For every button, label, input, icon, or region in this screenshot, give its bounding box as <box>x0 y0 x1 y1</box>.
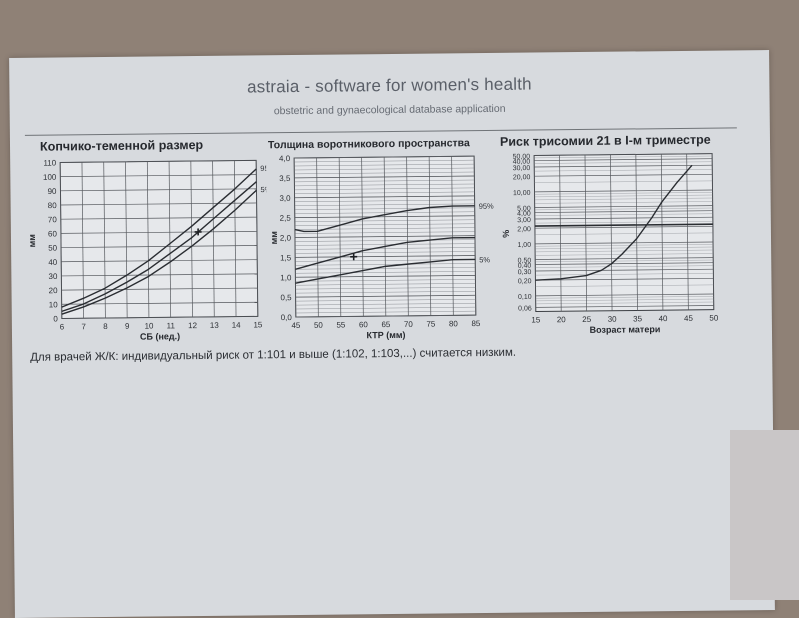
y-tick-label: 0,5 <box>280 293 292 302</box>
y-tick-label: 0,06 <box>518 305 532 312</box>
chart-title: Толщина воротникового пространства <box>268 137 470 151</box>
y-tick-label: 80 <box>48 201 58 210</box>
y-tick-label: 2,00 <box>517 226 531 233</box>
x-tick-label: 85 <box>471 319 481 328</box>
nuchal-translucency-chart: Толщина воротникового пространства0,00,5… <box>268 134 502 346</box>
y-tick-label: 2,5 <box>280 214 292 223</box>
x-tick-label: 30 <box>608 315 618 324</box>
y-tick-label: 20,00 <box>513 174 531 181</box>
footer-note: Для врачей Ж/К: индивидуальный риск от 1… <box>30 347 516 364</box>
y-tick-label: 70 <box>48 215 58 224</box>
shadow-region <box>730 430 799 600</box>
y-tick-label: 90 <box>48 187 58 196</box>
y-tick-label: 10 <box>49 300 59 309</box>
y-tick-label: 110 <box>43 159 56 168</box>
y-tick-label: 10,00 <box>513 190 531 197</box>
x-tick-label: 65 <box>381 320 391 329</box>
x-tick-label: 40 <box>658 314 668 323</box>
y-tick-label: 60 <box>48 229 58 238</box>
series-label: 5% <box>260 185 268 194</box>
y-tick-label: 1,0 <box>280 273 292 282</box>
x-tick-label: 20 <box>557 315 567 324</box>
y-tick-label: 20 <box>49 286 59 295</box>
x-tick-label: 80 <box>449 319 459 328</box>
y-tick-label: 3,00 <box>517 217 531 224</box>
trisomy21-risk-chart: Риск трисомии 21 в I-м триместре 0,06 0,10… <box>500 131 742 344</box>
y-tick-label: 0,10 <box>518 294 532 301</box>
y-axis-label: мм <box>269 231 279 245</box>
x-tick-label: 8 <box>103 322 108 331</box>
x-tick-label: 70 <box>404 320 414 329</box>
y-tick-label: 40 <box>48 258 58 267</box>
series-label: 95% <box>479 202 494 211</box>
printed-page: astraia - software for women's health ob… <box>9 50 775 618</box>
x-tick-label: 60 <box>359 320 369 329</box>
series-label: 5% <box>479 255 490 264</box>
y-tick-label: 0,20 <box>518 278 532 285</box>
x-tick-label: 13 <box>210 321 220 330</box>
x-axis-label: СБ (нед.) <box>140 331 180 341</box>
y-tick-label: 50 <box>48 244 58 253</box>
y-tick-label: 2,0 <box>280 234 292 243</box>
y-tick-label: 0 <box>53 314 58 323</box>
x-tick-label: 45 <box>291 321 301 330</box>
x-tick-label: 25 <box>582 315 592 324</box>
y-tick-label: 30 <box>48 272 58 281</box>
y-axis-label: % <box>501 230 511 238</box>
x-tick-label: 50 <box>314 321 324 330</box>
y-tick-label: 3,5 <box>279 174 291 183</box>
x-tick-label: 9 <box>125 322 130 331</box>
y-tick-label: 0,30 <box>518 269 532 276</box>
crl-chart: Копчико-теменной размер 0 10 20 30 40 50 60 70 80… <box>26 136 268 349</box>
y-axis-label: мм <box>27 234 37 248</box>
chart-title: Копчико-теменной размер <box>40 138 204 154</box>
y-tick-label: 100 <box>43 173 57 182</box>
y-tick-label: 50,00 <box>513 154 531 161</box>
x-axis-label: Возраст матери <box>590 324 661 335</box>
y-tick-label: 1,5 <box>280 253 292 262</box>
y-tick-label: 1,00 <box>517 242 531 249</box>
x-tick-label: 11 <box>167 321 176 330</box>
x-axis-label: КТР (мм) <box>366 330 405 340</box>
report-subtitle: obstetric and gynaecological database ap… <box>10 100 770 120</box>
x-tick-label: 45 <box>684 314 694 323</box>
y-tick-label: 0,50 <box>518 258 532 265</box>
x-tick-label: 6 <box>60 322 65 331</box>
x-tick-label: 35 <box>633 314 643 323</box>
x-tick-label: 7 <box>81 322 86 331</box>
report-title: astraia - software for women's health <box>9 72 769 100</box>
x-tick-label: 75 <box>426 320 436 329</box>
x-tick-label: 15 <box>253 320 263 329</box>
x-tick-label: 55 <box>336 320 346 329</box>
x-tick-label: 12 <box>188 321 198 330</box>
x-tick-label: 14 <box>232 321 242 330</box>
y-tick-label: 3,0 <box>279 194 291 203</box>
chart-title: Риск трисомии 21 в I-м триместре <box>500 133 711 149</box>
x-tick-label: 10 <box>145 321 155 330</box>
series-label: 95% <box>260 164 268 173</box>
y-tick-label: 4,0 <box>279 154 291 163</box>
y-tick-label: 30,00 <box>513 165 531 172</box>
x-tick-label: 50 <box>709 314 719 323</box>
y-tick-label: 5,00 <box>517 206 531 213</box>
x-tick-label: 15 <box>531 315 541 324</box>
